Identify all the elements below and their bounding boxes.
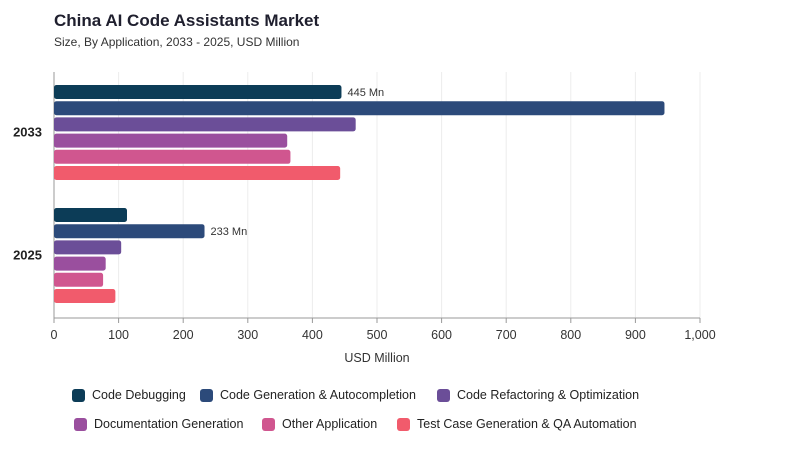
x-tick-label: 700 [496,328,517,342]
bar [54,117,356,132]
legend-swatch [397,417,410,431]
x-tick-label: 800 [560,328,581,342]
x-tick-label: 100 [108,328,129,342]
x-tick-label: 1,000 [684,328,715,342]
y-category-label: 2033 [13,125,42,140]
legend-swatch [74,417,87,431]
bar [54,133,288,148]
x-tick-label: 400 [302,328,323,342]
legend-swatch [200,388,213,402]
chart-subtitle: Size, By Application, 2033 - 2025, USD M… [54,35,300,49]
x-tick-label: 900 [625,328,646,342]
x-tick-label: 300 [237,328,258,342]
legend-item: Documentation Generation [74,417,243,431]
legend-item: Code Refactoring & Optimization [437,388,639,402]
legend-label: Test Case Generation & QA Automation [417,417,637,431]
bar [54,166,341,180]
bar [54,272,104,287]
bar [54,256,106,271]
data-label: 233 Mn [211,226,248,238]
legend-swatch [437,388,450,402]
legend-label: Other Application [282,417,378,431]
bar [54,208,127,222]
legend-item: Test Case Generation & QA Automation [397,417,637,431]
chart-legend: Code Debugging Code Generation & Autocomp… [0,380,800,440]
legend-swatch [262,417,275,431]
bar-chart: 0 100 200 300 400 500 600 700 800 900 1,000 USD Mil… [13,72,716,365]
bar [54,240,122,255]
legend-label: Documentation Generation [94,417,244,431]
y-category-label: 2025 [13,248,42,263]
legend-item: Code Debugging [72,388,186,402]
x-tick-label: 0 [51,328,58,342]
bar [54,101,665,116]
x-axis-title: USD Million [344,351,409,365]
bar [54,149,291,164]
bar [54,289,116,303]
legend-label: Code Generation & Autocompletion [220,388,416,402]
chart-title: China AI Code Assistants Market [54,11,320,30]
legend-label: Code Refactoring & Optimization [457,388,640,402]
legend-item: Other Application [262,417,377,431]
x-tick-label: 200 [173,328,194,342]
legend-label: Code Debugging [92,388,186,402]
bar [54,85,342,99]
x-tick-label: 500 [367,328,388,342]
legend-item: Code Generation & Autocompletion [200,388,416,402]
legend-swatch [72,388,85,402]
x-tick-label: 600 [431,328,452,342]
data-label: 445 Mn [347,87,384,99]
bar [54,224,205,239]
